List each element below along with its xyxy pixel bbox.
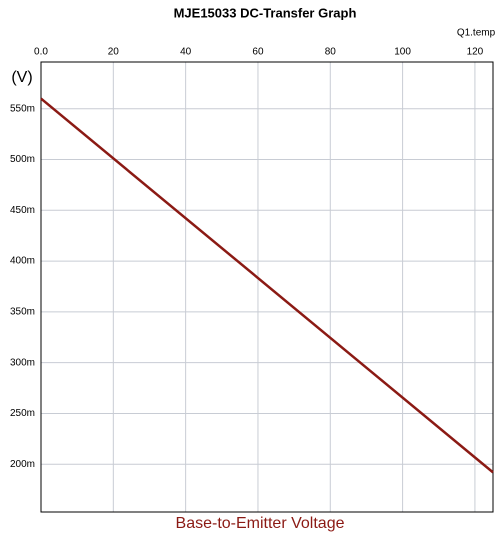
x-axis-label: Q1.temp bbox=[457, 28, 496, 39]
x-tick-label: 20 bbox=[108, 47, 120, 58]
x-tick-label: 60 bbox=[252, 47, 264, 58]
y-tick-label: 350m bbox=[10, 307, 35, 318]
legend-entry: Base-to-Emitter Voltage bbox=[176, 515, 345, 532]
x-tick-label: 120 bbox=[467, 47, 484, 58]
data-line bbox=[40, 97, 494, 474]
y-tick-label: 400m bbox=[10, 256, 35, 267]
plot-frame bbox=[40, 61, 494, 513]
x-tick-label: 80 bbox=[325, 47, 337, 58]
x-tick-label: 40 bbox=[180, 47, 192, 58]
y-tick-label: 300m bbox=[10, 357, 35, 368]
y-tick-label: 200m bbox=[10, 459, 35, 470]
y-axis-label: (V) bbox=[11, 69, 32, 86]
y-tick-label: 500m bbox=[10, 154, 35, 165]
x-tick-label: 0.0 bbox=[34, 47, 48, 58]
y-tick-label: 250m bbox=[10, 408, 35, 419]
y-tick-label: 550m bbox=[10, 103, 35, 114]
x-tick-label: 100 bbox=[394, 47, 411, 58]
chart-title: MJE15033 DC-Transfer Graph bbox=[174, 5, 357, 20]
y-tick-label: 450m bbox=[10, 205, 35, 216]
